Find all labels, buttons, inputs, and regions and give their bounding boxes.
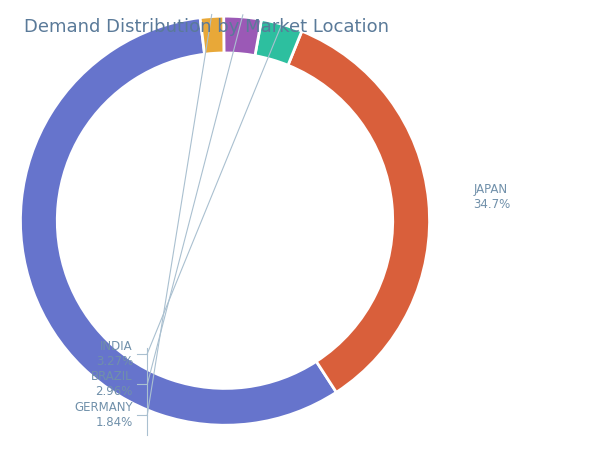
Wedge shape [20, 18, 337, 425]
Wedge shape [224, 16, 262, 56]
Text: BRAZIL
2.96%: BRAZIL 2.96% [91, 370, 133, 398]
Wedge shape [200, 16, 224, 54]
Text: INDIA
3.27%: INDIA 3.27% [96, 340, 133, 368]
Wedge shape [255, 19, 302, 65]
Text: GERMANY
1.84%: GERMANY 1.84% [74, 401, 133, 429]
Wedge shape [288, 31, 430, 392]
Text: Demand Distribution by Market Location: Demand Distribution by Market Location [24, 18, 389, 36]
Text: JAPAN
34.7%: JAPAN 34.7% [473, 183, 511, 211]
